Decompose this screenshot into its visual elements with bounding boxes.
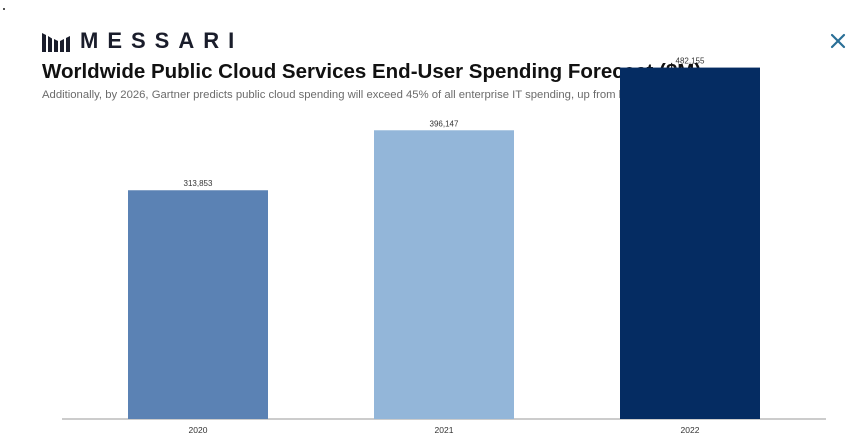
corner-mark <box>3 8 5 10</box>
x-tick-label-2021: 2021 <box>435 425 454 435</box>
x-tick-label-2022: 2022 <box>681 425 700 435</box>
brand-name: MESSARI <box>80 28 244 53</box>
bar-2022 <box>620 67 760 419</box>
brand-logo: MESSARI <box>42 30 243 52</box>
bar-2020 <box>128 190 268 419</box>
messari-logo-icon <box>42 33 70 52</box>
x-tick-label-2020: 2020 <box>189 425 208 435</box>
close-icon <box>830 33 846 49</box>
chart-subtitle: Additionally, by 2026, Gartner predicts … <box>42 89 730 101</box>
data-label-2020: 313,853 <box>184 179 213 188</box>
close-button[interactable] <box>828 31 848 51</box>
chart-title: Worldwide Public Cloud Services End-User… <box>42 60 702 83</box>
bar-2021 <box>374 130 514 419</box>
data-label-2021: 396,147 <box>430 119 459 128</box>
data-label-2022: 482,155 <box>676 57 705 66</box>
